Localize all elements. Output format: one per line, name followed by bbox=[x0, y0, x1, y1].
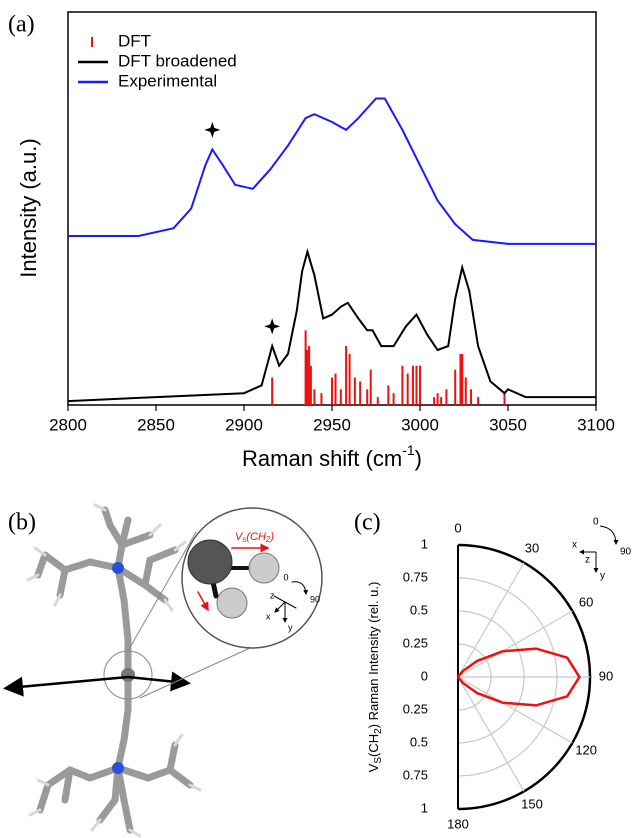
orientation-label: z bbox=[585, 555, 590, 566]
legend-label: DFT broadened bbox=[118, 51, 237, 70]
panel-label: (c) bbox=[354, 510, 381, 536]
r-tick-label: 0 bbox=[421, 668, 428, 683]
orientation-label: y bbox=[288, 622, 293, 632]
orientation-label: z bbox=[270, 590, 275, 600]
theta-tick-label: 150 bbox=[521, 797, 543, 812]
panel-label: (a) bbox=[8, 12, 35, 38]
x-axis-label-part: ) bbox=[415, 446, 422, 471]
molecule bbox=[8, 505, 322, 836]
peak-marker bbox=[204, 122, 220, 138]
mode-label-part: (CH bbox=[246, 531, 266, 543]
peak-marker bbox=[264, 318, 280, 334]
theta-tick-label: 60 bbox=[579, 594, 593, 609]
polar-grid-spoke bbox=[458, 677, 524, 791]
y-axis-label-part: V bbox=[366, 763, 381, 772]
orientation-label: x bbox=[266, 611, 271, 621]
legend-label: DFT bbox=[118, 31, 151, 50]
orientation-key: 0 90 xzy bbox=[572, 517, 632, 582]
orientation-label: y bbox=[600, 571, 605, 582]
x-tick-label: 2850 bbox=[137, 415, 175, 434]
x-axis-label-part: Raman shift (cm bbox=[242, 446, 402, 471]
spectrum-line bbox=[68, 99, 596, 244]
legend-label: Experimental bbox=[118, 71, 217, 90]
x-tick-label: 3050 bbox=[489, 415, 527, 434]
theta-tick-label: 90 bbox=[599, 668, 613, 683]
orientation-label: 0 bbox=[283, 572, 288, 582]
r-tick-label: 0.25 bbox=[403, 635, 428, 650]
orientation-label: x bbox=[572, 540, 577, 551]
y-axis-label: Intensity (a.u.) bbox=[16, 138, 41, 277]
y-axis-label-part: ) Raman Intensity (rel. u.) bbox=[366, 582, 381, 729]
theta-tick-label: 0 bbox=[454, 520, 461, 535]
orientation-label: 0 bbox=[593, 517, 599, 528]
r-tick-label: 0.75 bbox=[403, 569, 428, 584]
theta-tick-label: 120 bbox=[575, 742, 597, 757]
r-tick-label: 0.75 bbox=[403, 767, 428, 782]
r-tick-label: 0.5 bbox=[410, 734, 428, 749]
orientation-label: 90 bbox=[310, 594, 320, 604]
x-tick-label: 2950 bbox=[313, 415, 351, 434]
theta-tick-label: 180 bbox=[447, 816, 469, 831]
r-tick-label: 0.25 bbox=[403, 701, 428, 716]
polar-grid-spoke bbox=[458, 677, 572, 743]
x-tick-label: 2800 bbox=[49, 415, 87, 434]
r-tick-label: 0.5 bbox=[410, 602, 428, 617]
y-axis-label: VS(CH2) Raman Intensity (rel. u.) bbox=[366, 582, 383, 773]
key-rotation bbox=[600, 526, 616, 544]
r-tick-label: 1 bbox=[421, 800, 428, 815]
x-tick-label: 3000 bbox=[401, 415, 439, 434]
polar-grid-spoke bbox=[458, 563, 524, 677]
x-axis-label: Raman shift (cm-1) bbox=[242, 442, 422, 471]
theta-tick-label: 30 bbox=[525, 540, 539, 555]
r-tick-label: 1 bbox=[421, 536, 428, 551]
orientation-label: 90 bbox=[620, 547, 632, 558]
y-axis-label-part: (CH bbox=[366, 734, 381, 757]
x-tick-label: 3100 bbox=[577, 415, 615, 434]
figure: (b) Vs(CH2) 0 90 z x y (a)28002850290029… bbox=[0, 0, 635, 838]
panel-label: (b) bbox=[8, 510, 36, 536]
polar-grid-spoke bbox=[458, 611, 572, 677]
x-tick-label: 2900 bbox=[225, 415, 263, 434]
x-axis-label-part: -1 bbox=[402, 442, 415, 458]
